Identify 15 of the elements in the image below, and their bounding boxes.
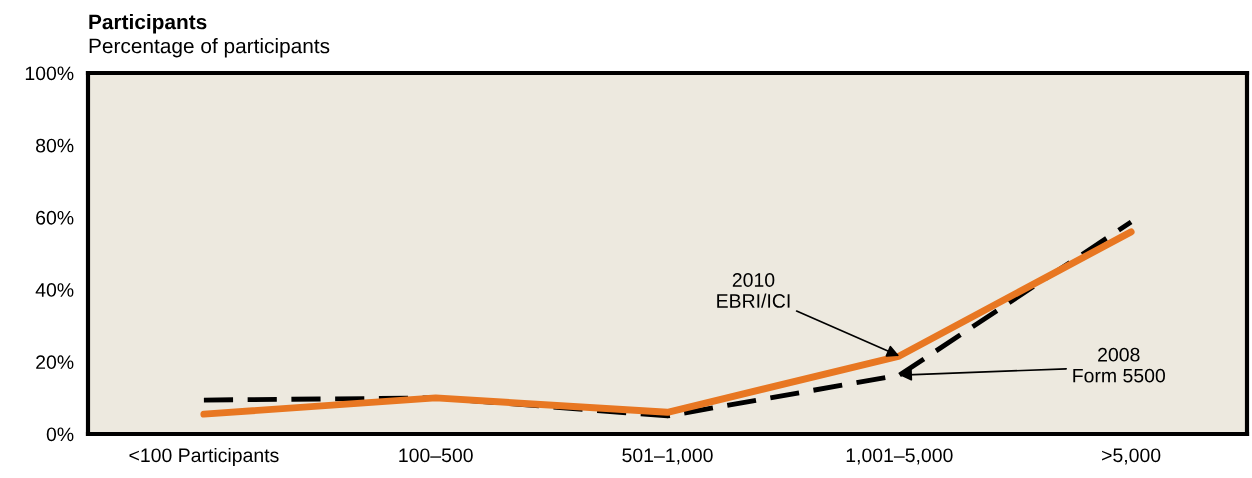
annotation: 2008 Form 5500: [1073, 347, 1165, 383]
y-tick-label: 80%: [36, 138, 74, 153]
x-tick-label: <100 Participants: [129, 447, 279, 467]
x-tick-label: 1,001–5,000: [846, 448, 953, 465]
chart-title: Participants: [89, 14, 207, 34]
y-tick-label: 40%: [35, 283, 74, 297]
y-tick-label: 100%: [25, 66, 74, 81]
x-tick-label: 100–500: [399, 448, 473, 463]
y-tick-label: 20%: [36, 355, 74, 370]
annotation: 2010 EBRI/ICI: [717, 273, 790, 308]
chart-subtitle: Percentage of participants: [89, 38, 330, 58]
x-tick-label: 501–1,000: [622, 448, 713, 465]
y-tick-label: 60%: [36, 210, 74, 225]
y-tick-label: 0%: [46, 427, 74, 442]
x-tick-label: >5,000: [1102, 448, 1161, 465]
